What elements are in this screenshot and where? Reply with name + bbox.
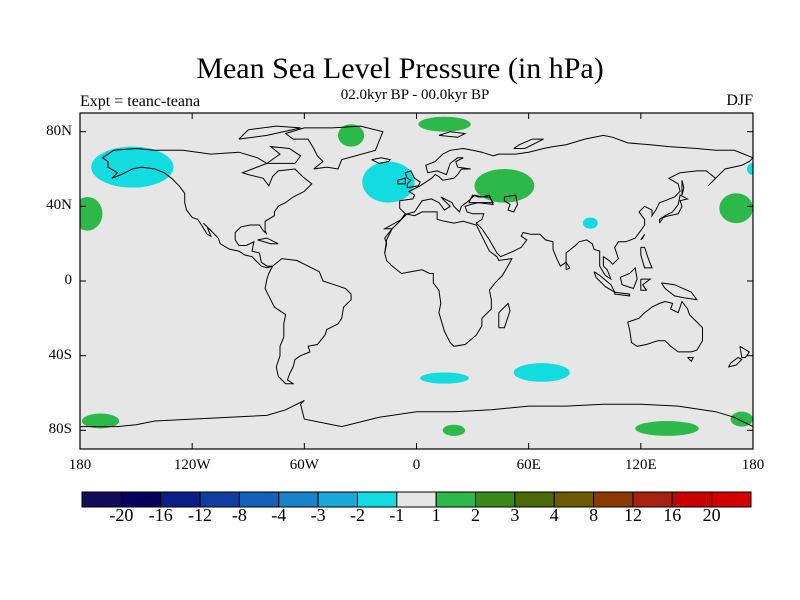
colorbar-label: -12 — [188, 505, 213, 525]
colorbar-label: -16 — [148, 505, 173, 525]
coastline-borneo — [619, 266, 638, 290]
anomaly-region-greenland-high — [337, 124, 365, 147]
lon-label: 180 — [68, 457, 92, 473]
colorbar-swatch — [711, 491, 752, 508]
colorbar-label: 4 — [549, 505, 559, 525]
experiment-label: Expt = teanc-teana — [80, 93, 201, 110]
coastline-cuba — [257, 237, 279, 245]
coastline-sulawesi — [640, 278, 652, 291]
anomaly-region-tibet-low — [582, 217, 598, 229]
colorbar-label: -4 — [271, 505, 287, 525]
chart-title: Mean Sea Level Pressure (in hPa) — [196, 52, 604, 85]
colorbar-label: 16 — [663, 505, 682, 525]
colorbar-label: 2 — [471, 505, 481, 525]
coastline-taiwan — [640, 234, 646, 241]
coastline-sakhalin — [681, 180, 685, 196]
coastline-africa-eurasia — [382, 134, 753, 281]
coastline-svalbard — [438, 131, 467, 138]
lon-label: 0 — [412, 457, 421, 473]
time-range-label: 02.0kyr BP - 00.0kyr BP — [340, 87, 490, 103]
anomaly-region-n-pacific-low — [91, 146, 174, 188]
coastline-caspian — [503, 194, 519, 213]
colorbar-label: 8 — [589, 505, 599, 525]
anomaly-region-iceland-low — [362, 161, 415, 203]
season-label: DJF — [726, 92, 753, 109]
lat-label: 80S — [48, 421, 72, 438]
coastline-philippines — [640, 246, 653, 269]
map-background — [80, 113, 753, 449]
lat-label: 0 — [64, 272, 73, 288]
anomaly-region-arctic-high — [418, 116, 471, 132]
coastline-north-america — [102, 147, 313, 269]
lat-label: 80N — [46, 122, 72, 139]
anomaly-region-s-atlantic-low — [420, 372, 469, 384]
coastline-south-america — [264, 258, 352, 385]
lon-label: 60W — [289, 457, 319, 473]
anomaly-region-europe-high — [474, 169, 535, 203]
anomaly-region-nw-pacific-high — [719, 193, 753, 224]
coastline-iceland — [371, 157, 392, 164]
colorbar-label: -8 — [231, 505, 247, 525]
anomaly-region-antarctic-high-3 — [730, 411, 753, 427]
coastline-new-zealand — [739, 345, 751, 358]
coastline-new-zealand-south — [727, 357, 743, 368]
coastline-black-sea — [468, 194, 495, 204]
coastline-new-guinea — [660, 282, 699, 301]
colorbar-label: -3 — [310, 505, 326, 525]
coastline-baffin — [266, 145, 302, 164]
anomaly-region-s-pacific-high — [81, 413, 120, 429]
lat-label: 40N — [46, 197, 72, 214]
coastline-sri-lanka — [565, 260, 571, 271]
colorbar-label: -2 — [349, 505, 365, 525]
lon-label: 60E — [516, 457, 541, 473]
coastline-novaya-zemlya — [513, 138, 544, 149]
anomaly-region-antarctic-high-2 — [635, 421, 699, 436]
anomaly-region-antarctic-high-1 — [442, 424, 466, 436]
anomaly-region-s-indian-low — [513, 363, 570, 382]
coastline-australia — [627, 300, 703, 353]
lon-label: 120E — [624, 457, 657, 473]
colorbar-label: 3 — [510, 505, 520, 525]
coastline-africa-south — [384, 211, 513, 347]
coastline-madagascar — [498, 302, 511, 329]
coastline-japan — [659, 194, 690, 224]
lon-label: 180 — [741, 457, 765, 473]
coastline-antarctica — [80, 400, 753, 428]
coastline-ellesmere — [238, 125, 301, 140]
anomaly-region-n-pacific-high — [80, 197, 103, 231]
anomaly-region-dateline-low — [747, 163, 753, 175]
colorbar-label: -1 — [389, 505, 405, 525]
colorbar-label: 12 — [623, 505, 642, 525]
map-panel — [79, 112, 754, 450]
colorbar-label: -20 — [109, 505, 134, 525]
coastline-greenland — [284, 125, 384, 170]
colorbar — [81, 491, 752, 508]
coastline-java — [614, 291, 631, 297]
colorbar-label: 20 — [702, 505, 721, 525]
colorbar-label: 1 — [431, 505, 441, 525]
coastline-ireland — [397, 177, 406, 185]
lat-label: 40S — [48, 346, 72, 363]
coastline-tasmania — [687, 357, 695, 363]
coastline-uk — [404, 170, 421, 189]
lon-label: 120W — [173, 457, 211, 473]
